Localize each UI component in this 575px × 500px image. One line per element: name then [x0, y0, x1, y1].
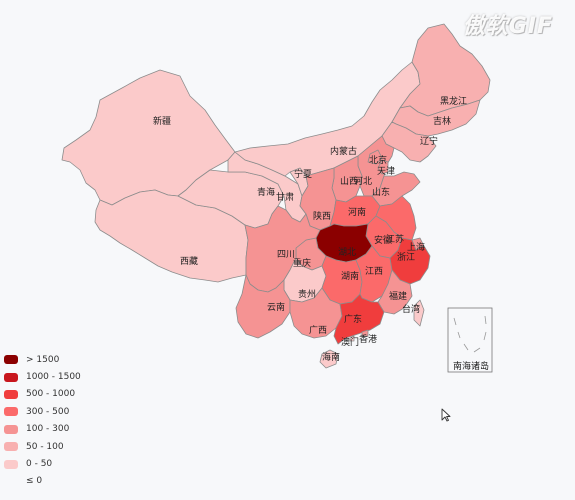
legend-swatch [4, 442, 18, 452]
label-jiangxi: 江西 [365, 266, 383, 277]
legend-label: > 1500 [26, 354, 60, 365]
mouse-cursor-icon [441, 408, 451, 422]
label-tianjin: 天津 [377, 166, 395, 177]
label-hainan: 海南 [322, 351, 340, 363]
legend: > 1500 1000 - 1500 500 - 1000 300 - 500 100 … [4, 351, 81, 490]
province-qinghai[interactable] [177, 169, 285, 229]
province-xianggang[interactable] [361, 329, 369, 337]
label-jiangsu: 江苏 [386, 233, 404, 245]
label-hubei: 湖北 [338, 247, 356, 258]
label-guangxi: 广西 [309, 324, 327, 336]
province-labels: 新疆 西藏 青海 甘肃 宁夏 内蒙古 黑龙江 吉林 辽宁 北京 天津 河北 山西… [153, 95, 489, 372]
legend-swatch [4, 372, 18, 382]
label-shanghai: 上海 [407, 241, 425, 253]
legend-swatch [4, 355, 18, 365]
label-yunnan: 云南 [267, 301, 285, 313]
label-shaanxi: 陕西 [313, 210, 331, 222]
label-hebei: 河北 [354, 175, 372, 187]
watermark-logo: 傲软GIF [462, 14, 553, 39]
legend-label: 1000 - 1500 [26, 372, 81, 383]
label-hunan: 湖南 [341, 270, 359, 282]
legend-item[interactable]: 300 - 500 [4, 403, 81, 420]
label-anhui: 安徽 [374, 234, 392, 246]
legend-item[interactable]: ≤ 0 [4, 473, 81, 490]
label-shanxi: 山西 [340, 176, 358, 187]
legend-swatch [4, 389, 18, 399]
label-jilin: 吉林 [433, 115, 451, 127]
province-beijing[interactable] [367, 149, 383, 165]
label-fujian: 福建 [389, 290, 407, 302]
label-zhejiang: 浙江 [397, 251, 415, 263]
legend-swatch [4, 459, 18, 469]
legend-item[interactable]: > 1500 [4, 351, 81, 368]
label-liaoning: 辽宁 [420, 135, 438, 147]
province-taiwan[interactable] [413, 299, 425, 327]
south-china-sea-inset [447, 307, 493, 373]
legend-label: ≤ 0 [26, 476, 43, 487]
legend-item[interactable]: 500 - 1000 [4, 386, 81, 403]
label-taiwan: 台湾 [402, 303, 420, 315]
legend-item[interactable]: 1000 - 1500 [4, 368, 81, 385]
legend-swatch [4, 477, 18, 486]
label-gansu: 甘肃 [276, 191, 294, 203]
label-heilongjiang: 黑龙江 [440, 95, 467, 107]
province-fujian[interactable] [377, 269, 413, 315]
province-neimenggu[interactable] [234, 61, 421, 177]
label-xianggang: 香港 [359, 333, 377, 345]
label-chongqing: 重庆 [293, 257, 311, 269]
legend-label: 50 - 100 [26, 441, 64, 452]
province-hainan[interactable] [319, 349, 339, 369]
province-guangdong[interactable] [333, 293, 385, 345]
label-xizang: 西藏 [180, 255, 198, 267]
legend-label: 300 - 500 [26, 406, 70, 417]
province-aomen[interactable] [349, 335, 355, 342]
label-ningxia: 宁夏 [294, 168, 312, 180]
label-beijing: 北京 [369, 154, 387, 166]
label-sichuan: 四川 [277, 250, 295, 260]
legend-item[interactable]: 0 - 50 [4, 455, 81, 472]
label-qinghai: 青海 [257, 186, 275, 198]
label-shandong: 山东 [372, 186, 390, 198]
legend-item[interactable]: 100 - 300 [4, 421, 81, 438]
label-xinjiang: 新疆 [153, 115, 171, 127]
legend-label: 100 - 300 [26, 424, 70, 435]
label-henan: 河南 [348, 206, 366, 218]
label-aomen: 澳门 [341, 336, 359, 348]
legend-swatch [4, 424, 18, 434]
legend-label: 0 - 50 [26, 459, 53, 470]
label-guangdong: 广东 [344, 313, 362, 325]
legend-item[interactable]: 50 - 100 [4, 438, 81, 455]
legend-label: 500 - 1000 [26, 389, 76, 400]
province-tianjin[interactable] [377, 159, 389, 175]
label-nanhai: 南海诸岛 [453, 360, 489, 372]
province-xizang[interactable] [94, 189, 249, 283]
label-guizhou: 贵州 [298, 288, 316, 300]
label-neimenggu: 内蒙古 [330, 145, 357, 157]
legend-swatch [4, 407, 18, 417]
